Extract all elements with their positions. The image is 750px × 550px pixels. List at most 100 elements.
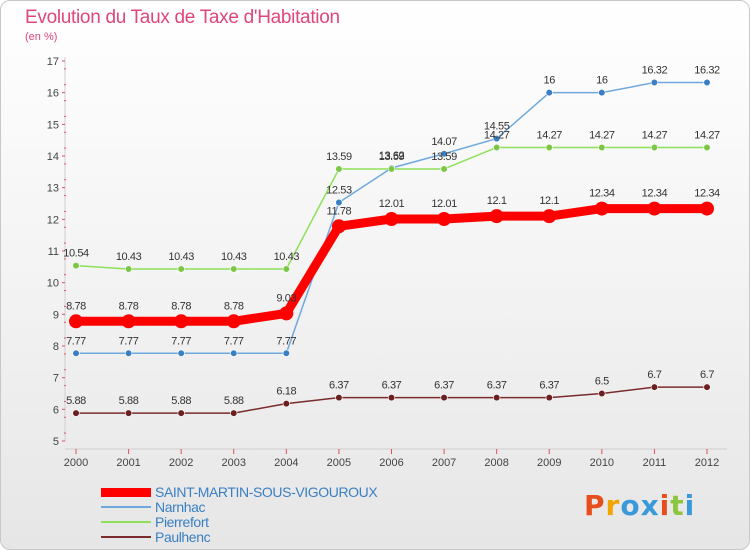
x-tick-label: 2006 — [379, 457, 403, 469]
data-label: 12.34 — [694, 188, 720, 200]
data-point — [177, 409, 185, 417]
data-label: 14.07 — [431, 136, 457, 148]
data-point — [384, 212, 399, 227]
data-point — [598, 89, 606, 97]
x-tick-label: 2010 — [590, 457, 614, 469]
data-point — [124, 265, 133, 273]
legend-label: Pierrefort — [155, 514, 209, 530]
data-label: 8.78 — [224, 300, 244, 312]
data-label: 11.78 — [327, 205, 352, 217]
data-point — [647, 201, 662, 216]
data-label: 12.01 — [379, 198, 405, 210]
x-tick-label: 2011 — [643, 457, 667, 469]
data-point — [594, 201, 609, 216]
data-point — [650, 383, 659, 391]
y-tick-label: 9 — [53, 309, 59, 321]
data-point — [282, 349, 290, 357]
data-label: 6.37 — [487, 380, 507, 392]
data-point — [279, 306, 294, 321]
data-label: 6.18 — [276, 386, 296, 398]
legend-swatch — [101, 488, 151, 497]
data-point — [335, 165, 343, 173]
x-tick-label: 2007 — [432, 457, 456, 469]
data-point — [493, 394, 501, 402]
data-label: 16.32 — [694, 65, 720, 77]
y-tick-label: 14 — [47, 151, 59, 163]
data-point — [598, 389, 606, 398]
x-tick-label: 2005 — [327, 457, 351, 469]
data-label: 5.88 — [171, 395, 191, 407]
data-label: 12.1 — [487, 195, 507, 207]
x-tick-label: 2009 — [537, 457, 561, 469]
data-point — [230, 265, 238, 273]
data-point — [703, 78, 711, 87]
x-tick-label: 2003 — [222, 457, 246, 469]
data-label: 6.7 — [647, 369, 661, 381]
y-tick-label: 8 — [53, 341, 59, 353]
x-tick-label: 2004 — [274, 457, 298, 469]
data-point — [387, 165, 396, 173]
legend-swatch — [101, 521, 151, 523]
data-point — [650, 143, 659, 152]
data-label: 5.88 — [224, 395, 244, 407]
y-tick-label: 16 — [47, 88, 59, 100]
data-point — [700, 201, 714, 216]
data-label: 10.43 — [116, 251, 142, 263]
logo-letter: t — [670, 489, 685, 522]
data-label: 6.37 — [329, 380, 349, 392]
data-point — [545, 143, 553, 152]
data-label: 7.77 — [66, 335, 86, 347]
logo-letter: i — [684, 489, 696, 522]
data-label: 16.32 — [642, 65, 668, 77]
data-point — [72, 261, 80, 270]
proxiti-logo: Proxiti — [584, 489, 695, 522]
data-point — [226, 314, 241, 329]
logo-letter: r — [605, 489, 621, 522]
data-point — [542, 209, 557, 224]
logo-letter: o — [620, 489, 641, 522]
logo-letter: i — [659, 489, 671, 522]
data-point — [335, 198, 343, 207]
logo-letter: x — [640, 489, 660, 522]
data-label: 12.01 — [431, 198, 457, 210]
x-tick-label: 2008 — [484, 457, 508, 469]
y-tick-label: 7 — [53, 373, 59, 385]
data-label: 16 — [544, 75, 556, 87]
data-point — [437, 212, 452, 227]
data-label: 10.43 — [168, 251, 194, 263]
data-label: 5.88 — [119, 395, 139, 407]
data-label: 12.34 — [642, 188, 668, 200]
legend-swatch — [101, 506, 151, 508]
data-label: 7.77 — [276, 335, 296, 347]
data-point — [598, 143, 606, 152]
data-label: 9.03 — [276, 292, 296, 304]
chart-title: Evolution du Taux de Taxe d'Habitation — [25, 7, 340, 28]
data-label: 7.77 — [171, 335, 191, 347]
data-label: 13.59 — [379, 151, 405, 163]
legend-swatch — [101, 536, 151, 538]
data-point — [174, 314, 189, 329]
data-point — [493, 134, 501, 143]
data-point — [440, 150, 448, 158]
data-label: 14.27 — [642, 129, 668, 141]
data-point — [650, 78, 659, 87]
legend-label: Narnhac — [155, 499, 206, 515]
data-label: 6.37 — [539, 380, 559, 392]
data-point — [177, 349, 185, 357]
data-point — [69, 314, 83, 329]
data-point — [493, 143, 501, 152]
data-label: 10.54 — [63, 248, 89, 260]
y-tick-label: 17 — [47, 56, 59, 68]
x-tick-label: 2002 — [169, 457, 193, 469]
data-label: 5.88 — [66, 395, 86, 407]
y-tick-label: 10 — [47, 278, 59, 290]
x-tick-label: 2000 — [64, 457, 88, 469]
data-point — [387, 394, 396, 402]
data-label: 8.78 — [171, 300, 191, 312]
data-label: 14.55 — [484, 121, 510, 133]
data-label: 12.34 — [589, 188, 615, 200]
legend-label: SAINT-MARTIN-SOUS-VIGOUROUX — [155, 484, 378, 500]
data-point — [282, 265, 290, 273]
data-label: 8.78 — [66, 300, 86, 312]
data-point — [703, 383, 711, 391]
